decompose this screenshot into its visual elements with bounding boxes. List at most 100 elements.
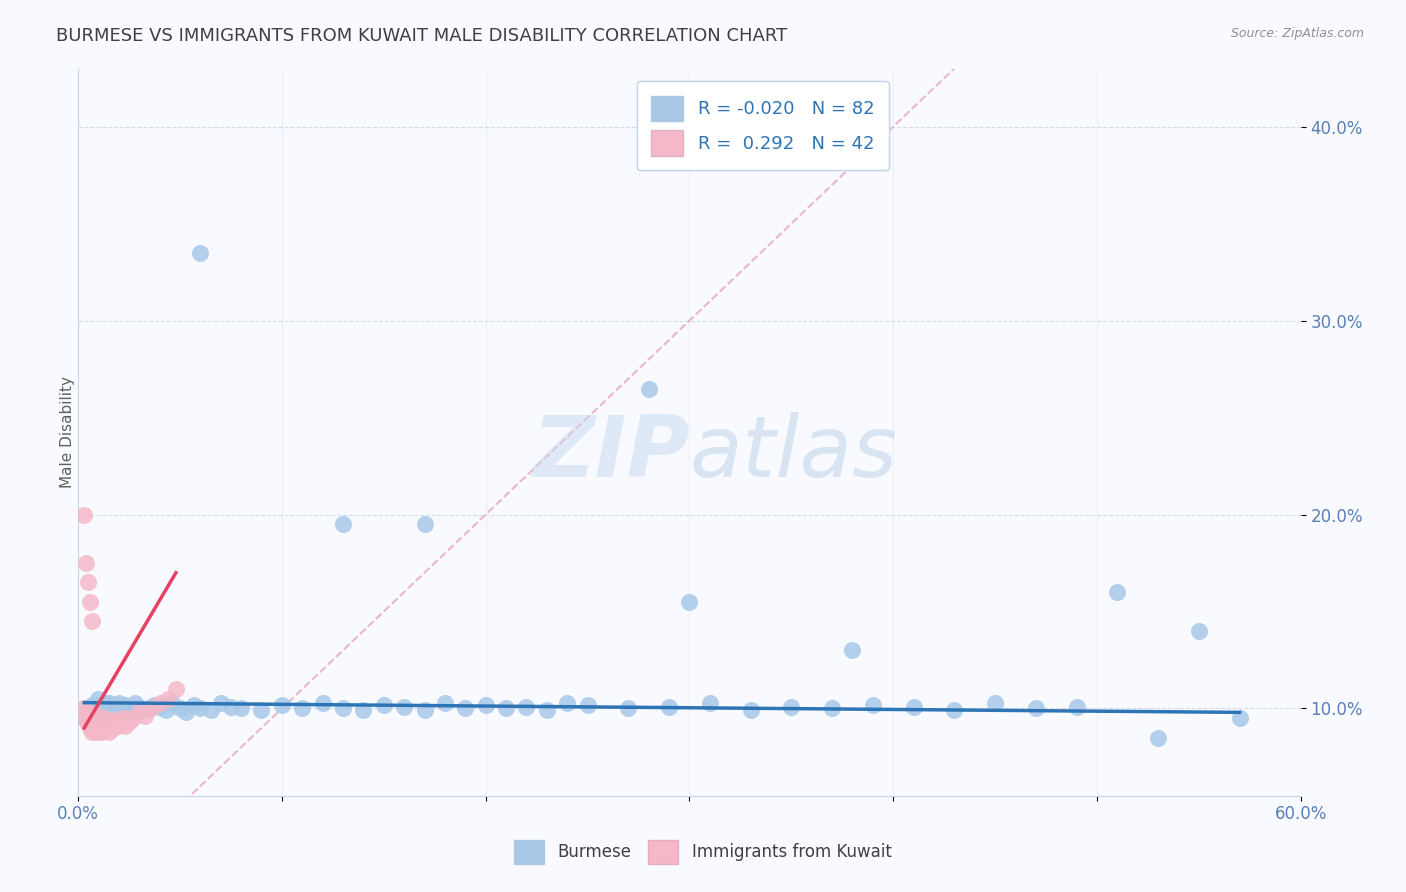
Point [87, 706, 110, 720]
Point [91, 711, 114, 725]
Point [93, 713, 115, 727]
Point [87, 691, 110, 706]
Legend: Burmese, Immigrants from Kuwait: Burmese, Immigrants from Kuwait [508, 833, 898, 871]
Point [110, 717, 132, 731]
Point [82, 614, 104, 628]
Point [138, 701, 160, 715]
Point [118, 714, 141, 729]
Point [352, 703, 374, 717]
Point [73, 711, 96, 725]
Point [209, 696, 232, 710]
Point [83, 707, 105, 722]
Point [474, 698, 496, 712]
Point [536, 703, 558, 717]
Point [332, 701, 354, 715]
Point [96, 721, 118, 735]
Point [77, 717, 100, 731]
Point [77, 575, 100, 590]
Point [73, 508, 96, 522]
Point [104, 714, 127, 729]
Point [141, 701, 163, 715]
Point [617, 701, 640, 715]
Y-axis label: Male Disability: Male Disability [59, 376, 75, 488]
Point [128, 706, 150, 720]
Point [250, 703, 273, 717]
Point [142, 698, 165, 712]
Point [96, 699, 118, 714]
Point [190, 701, 212, 715]
Point [149, 696, 172, 710]
Point [149, 699, 172, 714]
Point [73, 701, 96, 715]
Point [160, 696, 183, 710]
Point [91, 706, 114, 720]
Point [128, 699, 150, 714]
Point [658, 699, 681, 714]
Point [86, 724, 108, 739]
Point [111, 706, 134, 720]
Point [97, 724, 120, 739]
Point [114, 698, 136, 712]
Point [91, 698, 114, 712]
Point [515, 699, 537, 714]
Point [174, 706, 197, 720]
Point [1107, 585, 1129, 599]
Point [86, 713, 108, 727]
Point [118, 701, 141, 715]
Point [841, 643, 863, 657]
Point [740, 703, 762, 717]
Point [413, 517, 436, 532]
Text: ZIP: ZIP [531, 412, 689, 495]
Point [90, 724, 112, 739]
Point [392, 699, 415, 714]
Point [83, 719, 105, 733]
Point [156, 691, 179, 706]
Point [82, 698, 104, 712]
Point [79, 706, 101, 720]
Point [108, 713, 131, 727]
Point [229, 701, 252, 715]
Point [576, 698, 599, 712]
Text: Source: ZipAtlas.com: Source: ZipAtlas.com [1230, 27, 1364, 40]
Point [86, 701, 108, 715]
Point [291, 701, 314, 715]
Point [83, 711, 105, 725]
Point [90, 701, 112, 715]
Point [1066, 699, 1088, 714]
Point [90, 714, 112, 729]
Point [97, 696, 120, 710]
Point [495, 701, 517, 715]
Point [108, 696, 131, 710]
Point [190, 245, 212, 260]
Point [101, 721, 124, 735]
Point [91, 719, 114, 733]
Point [699, 696, 721, 710]
Point [75, 711, 97, 725]
Point [134, 709, 156, 723]
Legend: R = -0.020   N = 82, R =  0.292   N = 42: R = -0.020 N = 82, R = 0.292 N = 42 [637, 81, 889, 170]
Point [780, 699, 803, 714]
Point [413, 703, 436, 717]
Point [100, 713, 122, 727]
Point [270, 698, 292, 712]
Point [1188, 624, 1211, 638]
Point [165, 682, 187, 697]
Point [454, 701, 477, 715]
Point [82, 724, 104, 739]
Point [93, 707, 115, 722]
Point [1229, 711, 1251, 725]
Point [1147, 731, 1170, 745]
Text: atlas: atlas [689, 412, 897, 495]
Point [104, 703, 127, 717]
Point [111, 711, 134, 725]
Point [183, 698, 205, 712]
Point [75, 556, 97, 570]
Point [122, 703, 145, 717]
Point [637, 382, 659, 396]
Point [105, 719, 128, 733]
Text: BURMESE VS IMMIGRANTS FROM KUWAIT MALE DISABILITY CORRELATION CHART: BURMESE VS IMMIGRANTS FROM KUWAIT MALE D… [56, 27, 787, 45]
Point [77, 706, 100, 720]
Point [903, 699, 925, 714]
Point [87, 721, 110, 735]
Point [87, 711, 110, 725]
